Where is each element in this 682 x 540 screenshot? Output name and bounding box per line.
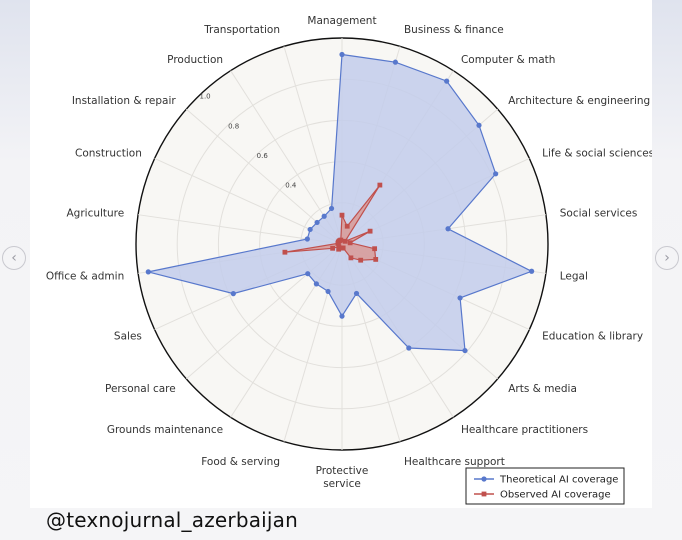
category-label: Food & serving xyxy=(201,456,280,468)
radial-tick-label: 0.6 xyxy=(257,152,269,160)
legend-marker xyxy=(481,491,487,497)
category-label: Office & admin xyxy=(46,270,124,282)
theoretical-point xyxy=(457,295,463,301)
observed-point xyxy=(330,245,336,251)
category-label: Architecture & engineering xyxy=(508,95,650,107)
category-label: Legal xyxy=(560,270,588,282)
observed-point xyxy=(336,244,342,250)
theoretical-point xyxy=(325,288,331,295)
radar-chart: 0.4 0.6 0.8 1.0 Management Business & finance… xyxy=(46,15,652,505)
theoretical-point xyxy=(353,290,360,297)
chevron-right-icon: › xyxy=(664,250,670,266)
theoretical-point xyxy=(145,269,151,275)
chart-card: 0.4 0.6 0.8 1.0 Management Business & finance… xyxy=(30,0,652,508)
theoretical-point xyxy=(476,122,482,128)
radial-tick-label: 1.0 xyxy=(200,93,211,101)
observed-point xyxy=(336,246,342,252)
theoretical-point xyxy=(305,271,311,277)
radial-tick-label: 0.8 xyxy=(228,122,239,130)
category-label: Healthcare practitioners xyxy=(461,424,588,436)
previous-slide-button[interactable]: ‹ xyxy=(2,246,26,270)
observed-point xyxy=(339,212,345,218)
observed-point xyxy=(367,228,373,234)
legend-marker xyxy=(481,476,487,482)
observed-point xyxy=(347,240,353,246)
category-label: Agriculture xyxy=(66,208,124,220)
theoretical-point xyxy=(529,268,535,274)
chevron-left-icon: ‹ xyxy=(11,250,17,266)
theoretical-point xyxy=(313,281,319,287)
next-slide-button[interactable]: › xyxy=(655,246,679,270)
theoretical-point xyxy=(406,345,412,351)
radial-tick-label: 0.4 xyxy=(285,182,297,190)
legend-label: Theoretical AI coverage xyxy=(499,475,618,486)
theoretical-point xyxy=(307,226,313,233)
category-label: Protective service xyxy=(316,465,369,490)
category-label: Installation & repair xyxy=(72,95,177,107)
theoretical-point xyxy=(314,219,320,226)
observed-point xyxy=(372,246,378,252)
category-label: Transportation xyxy=(203,24,280,36)
theoretical-point xyxy=(304,236,310,242)
category-label: Social services xyxy=(560,208,638,220)
theoretical-point xyxy=(230,291,236,297)
category-label: Business & finance xyxy=(404,24,504,36)
theoretical-point xyxy=(462,347,468,354)
category-label: Construction xyxy=(75,148,142,160)
category-label: Personal care xyxy=(105,383,176,395)
category-label: Production xyxy=(167,54,223,66)
theoretical-point xyxy=(392,59,398,65)
theoretical-point xyxy=(339,313,345,319)
observed-point xyxy=(342,238,348,244)
theoretical-point xyxy=(321,213,327,219)
observed-point xyxy=(282,249,288,255)
legend-box xyxy=(465,467,625,505)
category-label: Education & library xyxy=(542,330,643,342)
category-label: Life & social sciences xyxy=(542,148,652,160)
observed-point xyxy=(348,255,354,261)
theoretical-point xyxy=(328,205,335,212)
observed-point xyxy=(344,223,350,229)
category-label: Grounds maintenance xyxy=(107,424,223,436)
theoretical-point xyxy=(339,51,345,58)
observed-point xyxy=(373,257,379,262)
category-label: Arts & media xyxy=(508,383,577,395)
category-label: Sales xyxy=(114,330,142,342)
legend-label: Observed AI coverage xyxy=(500,490,611,501)
theoretical-point xyxy=(493,171,499,177)
observed-point xyxy=(377,182,383,188)
category-label: Computer & math xyxy=(461,54,556,66)
category-label: Management xyxy=(307,15,376,27)
observed-point xyxy=(358,257,364,263)
theoretical-point xyxy=(445,226,451,232)
category-label: Healthcare support xyxy=(404,456,505,468)
watermark-handle: @texnojurnal_azerbaijan xyxy=(46,508,299,532)
theoretical-point xyxy=(444,78,450,84)
observed-point xyxy=(338,237,344,243)
